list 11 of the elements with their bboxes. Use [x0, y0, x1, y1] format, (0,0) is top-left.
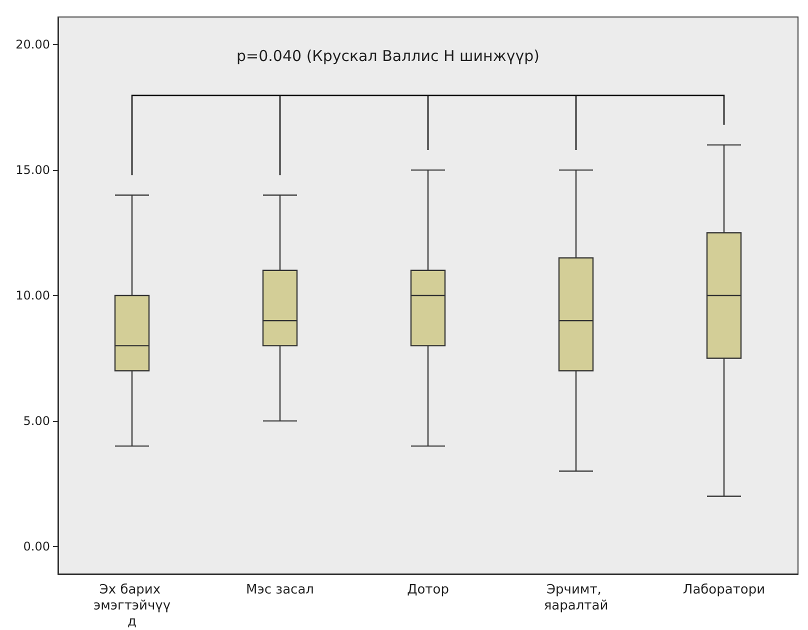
y-tick-label: 0.00 [23, 539, 50, 554]
annotation: p=0.040 (Крускал Валлис H шинжүүр) [236, 46, 540, 65]
x-tick-label: Эх барих эмэгтэйчүүд [93, 582, 171, 630]
x-tick-label: Лаборатори [682, 582, 766, 598]
x-tick-label: Мэс засал [246, 582, 314, 598]
y-tick-label: 20.00 [16, 38, 50, 52]
x-tick-label: Дотор [407, 582, 449, 598]
y-tick-label: 15.00 [16, 163, 50, 178]
y-tick-label: 10.00 [16, 288, 50, 302]
x-tick-label: Эрчимт, яаралтай [544, 582, 608, 614]
y-tick-label: 5.00 [23, 414, 50, 428]
